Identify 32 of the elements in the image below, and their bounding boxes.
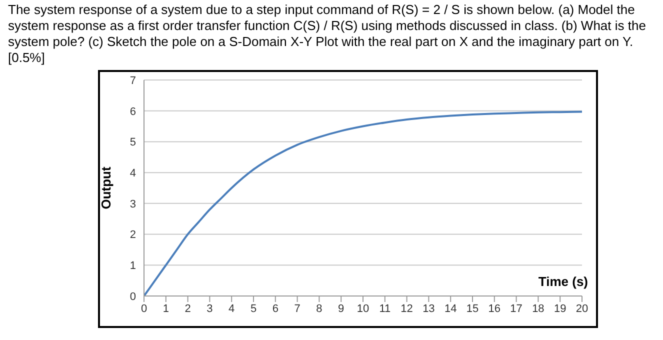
- y-tick-label: 3: [130, 198, 136, 210]
- y-tick-label: 1: [130, 260, 136, 272]
- x-tick-label: 9: [338, 302, 344, 315]
- x-tick-label: 1: [162, 302, 169, 315]
- x-tick-label: 12: [400, 302, 413, 315]
- y-tick-label: 5: [130, 136, 136, 149]
- y-tick-label: 6: [130, 106, 136, 118]
- y-tick-label: 7: [130, 74, 136, 87]
- x-tick-label: 19: [554, 302, 566, 315]
- x-tick-label: 2: [184, 302, 191, 315]
- x-tick-label: 16: [488, 302, 501, 315]
- x-tick-label: 8: [316, 302, 322, 315]
- x-tick-label: 20: [576, 302, 588, 315]
- x-axis-title: Time (s): [538, 274, 588, 289]
- x-tick-label: 18: [532, 302, 544, 315]
- x-tick-label: 5: [250, 302, 257, 315]
- x-tick-label: 10: [356, 302, 370, 315]
- x-tick-label: 11: [379, 302, 391, 315]
- x-tick-label: 15: [466, 302, 479, 315]
- y-tick-label: 0: [130, 290, 136, 303]
- x-tick-label: 3: [206, 302, 213, 315]
- x-tick-label: 13: [422, 302, 435, 315]
- x-tick-label: 4: [228, 302, 235, 315]
- y-tick-label: 4: [130, 167, 136, 180]
- y-tick-label: 2: [130, 229, 136, 242]
- x-tick-label: 7: [294, 302, 300, 315]
- x-tick-label: 0: [140, 302, 148, 315]
- chart-title: The system response of a system due to a step input command of R(S) = 2 / S is shown below. (a) Model the system response as a first order transfer function C(S) / R(S) using methods discussed in class. (b) What is the system pole? (c) Sketch the pole on a S-Domain X-Y Plot with the real part on X and the imaginary part on Y. [0.5%]: [8, 2, 647, 66]
- x-tick-label: 6: [272, 302, 278, 315]
- x-tick-label: 17: [510, 302, 522, 315]
- y-axis-title: Output: [98, 166, 114, 210]
- x-tick-label: 14: [444, 302, 457, 315]
